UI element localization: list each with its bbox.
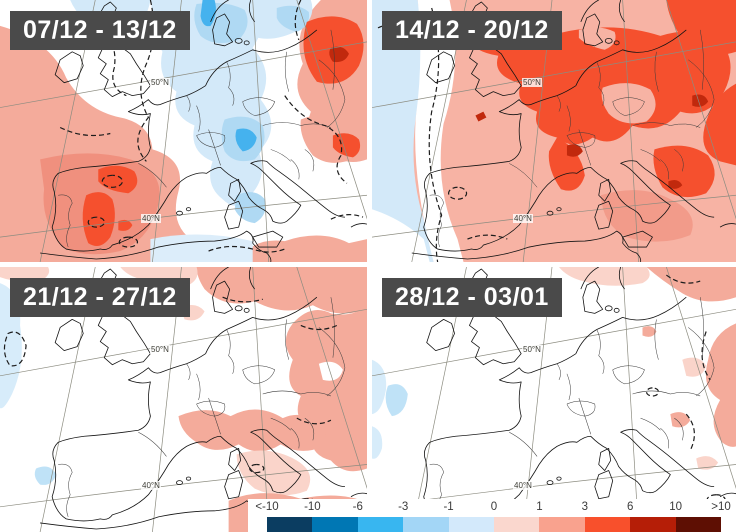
colorbar-tick: 1 — [536, 501, 543, 513]
date-range-badge: 21/12 - 27/12 — [10, 278, 190, 317]
colorbar-tick: -10 — [304, 501, 321, 513]
map-panel-week4: 50°N 40°N 28/12 - 03/01 — [372, 267, 736, 532]
map-panel-week2: 50°N 40°N 14/12 - 20/12 — [372, 0, 736, 262]
colorbar-tick: >10 — [711, 501, 731, 513]
date-range-badge: 28/12 - 03/01 — [382, 278, 562, 317]
colorbar-tick: 0 — [490, 501, 498, 513]
anomaly-map-svg — [0, 0, 367, 262]
colorbar-tick: -6 — [352, 501, 363, 513]
anomaly-shading — [372, 0, 736, 262]
colorbar-segment — [403, 517, 449, 532]
map-panel-week3: 50°N 40°N 21/12 - 27/12 — [0, 267, 367, 532]
colorbar — [267, 517, 722, 532]
colorbar-segment — [312, 517, 358, 532]
colorbar-tick: 3 — [581, 501, 588, 513]
colorbar-segment — [630, 517, 676, 532]
colorbar-tick: <-10 — [255, 501, 279, 513]
zero-anomaly-contours — [59, 0, 364, 253]
date-range-badge: 07/12 - 13/12 — [10, 11, 190, 50]
anomaly-map-svg — [372, 0, 736, 262]
lat-label-50n: 50°N — [522, 345, 542, 354]
lat-label-40n: 40°N — [513, 481, 533, 490]
colorbar-tick: 10 — [669, 501, 682, 513]
lat-label-50n: 50°N — [150, 78, 170, 87]
colorbar-tick: -1 — [443, 501, 454, 513]
lat-label-50n: 50°N — [522, 78, 542, 87]
date-range-badge: 14/12 - 20/12 — [382, 11, 562, 50]
colorbar-segment — [539, 517, 585, 532]
colorbar-strip: <-10 -10 -6 -3 -1 0 1 3 6 10 >10 — [248, 499, 736, 532]
colorbar-segment — [494, 517, 540, 532]
colorbar-tick: 6 — [626, 501, 634, 513]
lat-label-40n: 40°N — [513, 214, 533, 223]
colorbar-tick: -3 — [398, 501, 409, 513]
colorbar-segment — [267, 517, 313, 532]
colorbar-segment — [675, 517, 722, 532]
lat-label-50n: 50°N — [150, 345, 170, 354]
colorbar-segment — [357, 517, 404, 532]
colorbar-segment — [584, 517, 631, 532]
lat-label-40n: 40°N — [141, 214, 161, 223]
zero-anomaly-contours — [645, 274, 726, 506]
map-panel-week1: 50°N 40°N 07/12 - 13/12 — [0, 0, 367, 262]
lat-label-40n: 40°N — [141, 481, 161, 490]
colorbar-ticks: <-10 -10 -6 -3 -1 0 1 3 6 10 >10 — [248, 501, 736, 515]
colorbar-segment — [448, 517, 495, 532]
